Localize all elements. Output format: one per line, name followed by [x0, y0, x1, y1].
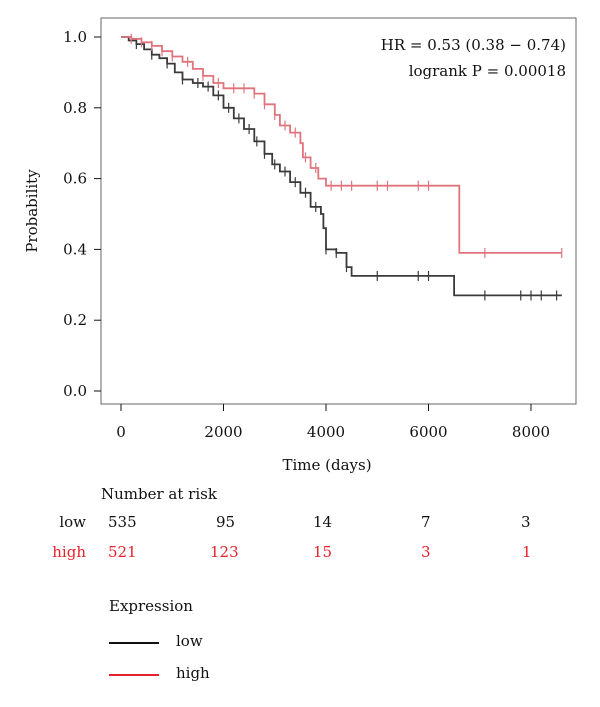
x-tick-label: 6000	[409, 423, 447, 441]
x-tick-label: 4000	[307, 423, 345, 441]
risk-count: 95	[216, 513, 236, 531]
legend-swatch-high	[109, 674, 159, 676]
risk-count: 535	[108, 513, 137, 531]
legend-label: high	[176, 664, 210, 682]
risk-count: 3	[421, 543, 431, 561]
km-chart: 0.0 0.2 0.4 0.6 0.8 1.0 0 2000 4000 6000 8000 Pro…	[23, 17, 577, 474]
x-tick-label: 0	[116, 423, 126, 441]
y-tick-label: 0.2	[63, 311, 87, 329]
risk-count: 3	[521, 513, 531, 531]
series-line-low	[121, 36, 562, 297]
risk-table-title: Number at risk	[101, 485, 217, 503]
survival-curves	[121, 33, 563, 301]
legend-swatch-low	[109, 642, 159, 644]
plot-frame	[100, 17, 577, 405]
risk-row-label: high	[52, 543, 86, 561]
legend-label: low	[176, 632, 203, 650]
hazard-ratio-annotation: HR = 0.53 (0.38 − 0.74)	[381, 36, 566, 54]
risk-count: 521	[108, 543, 137, 561]
risk-count: 123	[210, 543, 239, 561]
y-tick-label: 0.8	[63, 99, 87, 117]
x-tick-label: 8000	[512, 423, 550, 441]
y-axis-label: Probability	[23, 169, 41, 253]
y-tick-label: 0.6	[63, 170, 87, 188]
y-tick-label: 0.0	[63, 382, 87, 400]
risk-row-high: high 521 123 15 3 1	[0, 543, 600, 565]
x-axis: 0 2000 4000 6000 8000	[116, 404, 550, 441]
risk-count: 1	[522, 543, 532, 561]
y-tick-label: 1.0	[63, 28, 87, 46]
risk-row-label: low	[59, 513, 86, 531]
risk-count: 7	[421, 513, 431, 531]
y-tick-label: 0.4	[63, 240, 87, 258]
x-axis-label: Time (days)	[282, 456, 371, 474]
x-tick-label: 2000	[204, 423, 242, 441]
logrank-annotation: logrank P = 0.00018	[409, 62, 566, 80]
legend-title: Expression	[109, 597, 193, 615]
y-axis: 0.0 0.2 0.4 0.6 0.8 1.0	[63, 28, 101, 400]
risk-count: 14	[313, 513, 333, 531]
risk-count: 15	[313, 543, 333, 561]
risk-row-low: low 535 95 14 7 3	[0, 513, 600, 535]
